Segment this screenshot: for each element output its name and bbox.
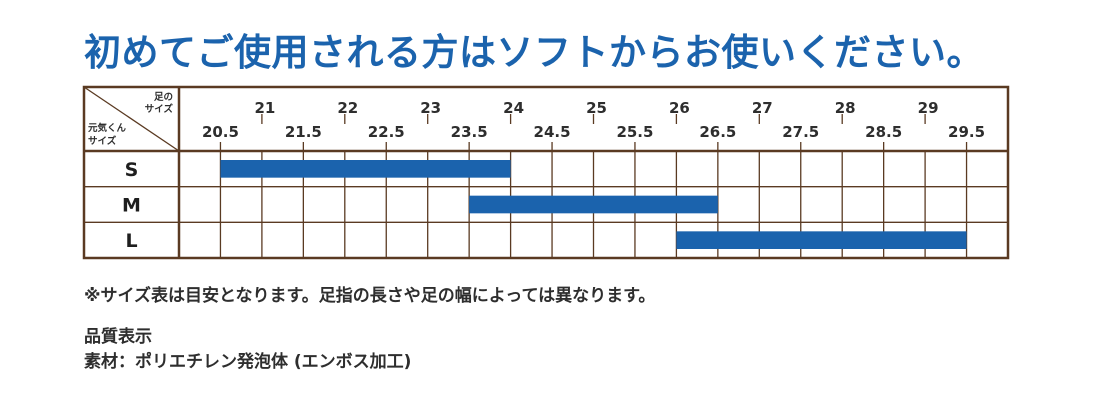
corner-product-size-line1: 元気くん (88, 122, 127, 134)
tick-label-half: 25.5 (616, 123, 653, 141)
tick-label-int: 28 (835, 99, 856, 117)
row-label-l: L (125, 230, 137, 252)
tick-label-int: 27 (752, 99, 773, 117)
tick-label-half: 22.5 (368, 123, 405, 141)
tick-label-half: 26.5 (699, 123, 736, 141)
tick-label-half: 20.5 (202, 123, 239, 141)
tick-label-half: 23.5 (451, 123, 488, 141)
tick-label-half: 21.5 (285, 123, 322, 141)
tick-label-int: 22 (337, 99, 358, 117)
table-frame (82, 85, 1010, 260)
tick-label-int: 29 (918, 99, 939, 117)
row-label-s: S (125, 159, 139, 181)
material-spec: 素材：ポリエチレン発泡体 (エンボス加工) (84, 352, 412, 372)
tick-label-half: 24.5 (534, 123, 571, 141)
size-note: ※サイズ表は目安となります。足指の長さや足の幅によっては異なります。 (84, 286, 656, 306)
tick-label-int: 24 (503, 99, 524, 117)
size-bar-m (469, 195, 718, 214)
size-bar-s (220, 160, 511, 178)
tick-label-int: 25 (586, 99, 607, 117)
row-label-m: M (122, 195, 141, 217)
corner-product-size-line2: サイズ (88, 135, 117, 147)
tick-label-int: 21 (254, 99, 275, 117)
tick-label-half: 29.5 (948, 123, 985, 141)
page-headline: 初めてご使用される方はソフトからお使いください。 (84, 31, 984, 74)
tick-label-int: 26 (669, 99, 690, 117)
tick-label-int: 23 (420, 99, 441, 117)
tick-label-half: 28.5 (865, 123, 902, 141)
tick-label-half: 27.5 (782, 123, 819, 141)
size-bar-l (676, 231, 967, 249)
corner-foot-size-line2: サイズ (145, 103, 174, 115)
corner-foot-size-line1: 足の (154, 92, 173, 103)
quality-label-title: 品質表示 (84, 327, 152, 347)
corner-diagonal (83, 86, 180, 152)
